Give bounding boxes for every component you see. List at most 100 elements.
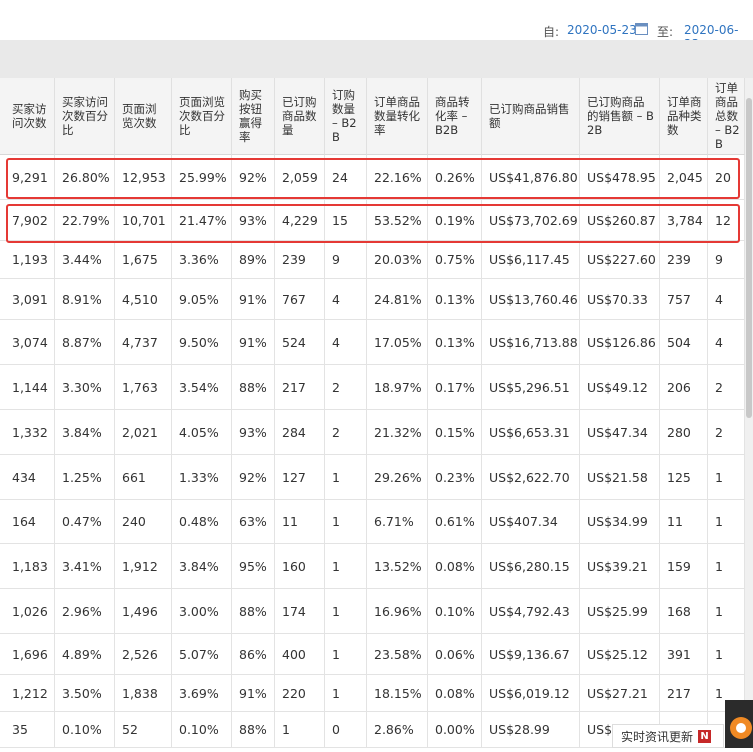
table-cell: US$16,713.88 — [482, 320, 580, 365]
table-cell: 206 — [660, 365, 708, 410]
table-cell: 89% — [232, 241, 275, 279]
table-cell: 18.15% — [367, 675, 428, 712]
table-cell: 1 — [708, 455, 745, 500]
table-cell: 4.89% — [55, 634, 115, 675]
table-cell: 0.15% — [428, 410, 482, 455]
table-cell: 1,332 — [0, 410, 55, 455]
table-cell: 4 — [708, 279, 745, 320]
column-header: 买家访问次数百分比 — [55, 78, 115, 155]
badge-text: 实时资讯更新 — [621, 729, 694, 744]
table-cell: 4 — [325, 320, 367, 365]
table-cell: 20.03% — [367, 241, 428, 279]
table-cell: US$227.60 — [580, 241, 660, 279]
column-header: 页面浏览次数百分比 — [172, 78, 232, 155]
highlight-box — [6, 204, 740, 243]
table-cell: 164 — [0, 500, 55, 544]
table-cell: 1,212 — [0, 675, 55, 712]
table-cell: US$25.12 — [580, 634, 660, 675]
table-cell: 220 — [275, 675, 325, 712]
table-cell: 2 — [708, 365, 745, 410]
table-cell: US$49.12 — [580, 365, 660, 410]
table-cell: 239 — [660, 241, 708, 279]
table-cell: 1,144 — [0, 365, 55, 410]
table-cell: US$70.33 — [580, 279, 660, 320]
table-cell: 63% — [232, 500, 275, 544]
table-cell: 11 — [660, 500, 708, 544]
table-cell: US$39.21 — [580, 544, 660, 589]
table-cell: 52 — [115, 712, 172, 748]
table-cell: 661 — [115, 455, 172, 500]
column-header: 商品转化率 – B2B — [428, 78, 482, 155]
table-cell: 2 — [325, 365, 367, 410]
calendar-icon[interactable] — [635, 22, 648, 35]
table-cell: 2 — [708, 410, 745, 455]
table-cell: 35 — [0, 712, 55, 748]
table-cell: 434 — [0, 455, 55, 500]
column-header: 购买按钮赢得率 — [232, 78, 275, 155]
column-header: 页面浏览次数 — [115, 78, 172, 155]
table-cell: 1,696 — [0, 634, 55, 675]
table-cell: US$6,280.15 — [482, 544, 580, 589]
table-cell: 10,701 — [115, 200, 172, 241]
table-cell: 400 — [275, 634, 325, 675]
table-cell: 284 — [275, 410, 325, 455]
table-cell: 217 — [275, 365, 325, 410]
table-cell: US$126.86 — [580, 320, 660, 365]
table-cell: 504 — [660, 320, 708, 365]
scrollbar[interactable] — [745, 78, 753, 748]
column-header: 已订购商品的销售额 – B2B — [580, 78, 660, 155]
column-header: 买家访问次数 — [0, 78, 55, 155]
table-cell: 8.87% — [55, 320, 115, 365]
table-cell: 3.41% — [55, 544, 115, 589]
table-cell: 18.97% — [367, 365, 428, 410]
table-cell: 1,675 — [115, 241, 172, 279]
table-cell: 11 — [275, 500, 325, 544]
table-cell: 92% — [232, 455, 275, 500]
table-cell: 1 — [325, 455, 367, 500]
column-header: 订单商品数量转化率 — [367, 78, 428, 155]
table-cell: 8.91% — [55, 279, 115, 320]
table-cell: 2,045 — [660, 155, 708, 200]
table-cell: 4,510 — [115, 279, 172, 320]
table-cell: 0.08% — [428, 675, 482, 712]
table-cell: US$6,653.31 — [482, 410, 580, 455]
table-cell: 5.07% — [172, 634, 232, 675]
table-cell: 21.47% — [172, 200, 232, 241]
table-cell: US$5,296.51 — [482, 365, 580, 410]
table-cell: 0.19% — [428, 200, 482, 241]
table-cell: US$47.34 — [580, 410, 660, 455]
table-cell: 23.58% — [367, 634, 428, 675]
table-cell: 4 — [325, 279, 367, 320]
table-cell: 2.86% — [367, 712, 428, 748]
table-cell: 1 — [275, 712, 325, 748]
news-badge[interactable]: 实时资讯更新 N — [612, 724, 724, 748]
table-cell: 91% — [232, 675, 275, 712]
table-cell: 95% — [232, 544, 275, 589]
table-cell: 3.84% — [172, 544, 232, 589]
table-cell: 0.08% — [428, 544, 482, 589]
table-cell: 13.52% — [367, 544, 428, 589]
table-cell: 1,193 — [0, 241, 55, 279]
table-cell: US$27.21 — [580, 675, 660, 712]
scroll-thumb[interactable] — [746, 98, 752, 418]
table-cell: 757 — [660, 279, 708, 320]
table-cell: 125 — [660, 455, 708, 500]
table-cell: 0.75% — [428, 241, 482, 279]
table-cell: 88% — [232, 712, 275, 748]
from-date[interactable]: 2020-05-23 — [567, 23, 637, 37]
table-cell: US$28.99 — [482, 712, 580, 748]
table-cell: 22.16% — [367, 155, 428, 200]
float-widget[interactable] — [725, 700, 753, 748]
to-label: 至: — [657, 25, 674, 39]
table-cell: 20 — [708, 155, 745, 200]
table-cell: 1,912 — [115, 544, 172, 589]
table-cell: US$260.87 — [580, 200, 660, 241]
table-cell: 12 — [708, 200, 745, 241]
table-cell: 1,026 — [0, 589, 55, 634]
table-cell: 1.25% — [55, 455, 115, 500]
table-cell: 1 — [325, 589, 367, 634]
table-cell: 0.13% — [428, 320, 482, 365]
table-cell: 3.36% — [172, 241, 232, 279]
column-header: 订单商品种类数 — [660, 78, 708, 155]
table-cell: 4,737 — [115, 320, 172, 365]
